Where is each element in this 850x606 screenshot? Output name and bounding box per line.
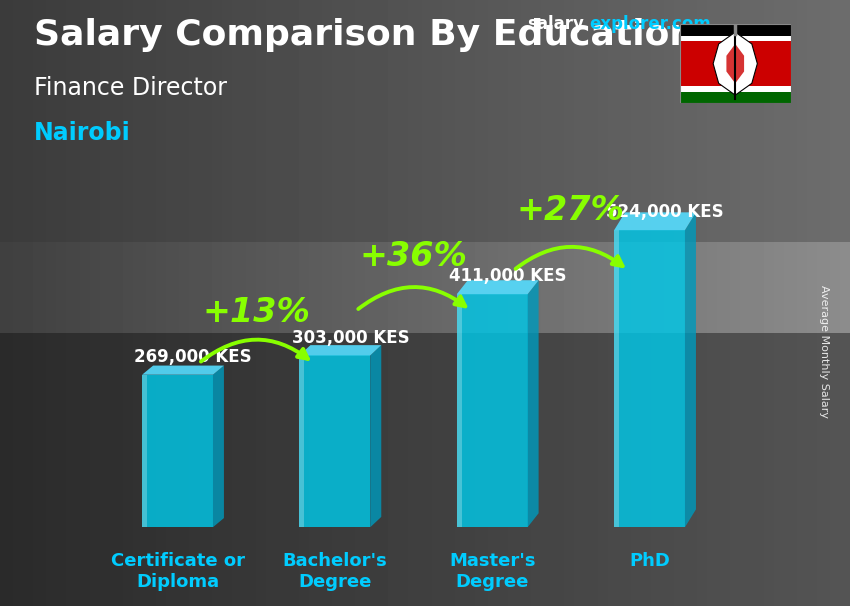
Text: +27%: +27% (517, 195, 625, 227)
Polygon shape (713, 32, 757, 95)
Text: salary: salary (527, 15, 584, 33)
Bar (680, 92, 790, 103)
Text: 524,000 KES: 524,000 KES (606, 204, 724, 221)
Bar (614, 230, 685, 527)
Bar (614, 230, 619, 527)
Bar (142, 375, 147, 527)
Text: 269,000 KES: 269,000 KES (134, 348, 252, 366)
Bar (299, 356, 371, 527)
Text: 411,000 KES: 411,000 KES (449, 267, 566, 285)
Bar (456, 295, 462, 527)
Bar (456, 295, 528, 527)
Text: +36%: +36% (360, 240, 468, 273)
Polygon shape (685, 212, 696, 527)
Polygon shape (371, 345, 382, 527)
Polygon shape (299, 345, 382, 356)
Text: Finance Director: Finance Director (34, 76, 227, 100)
Polygon shape (727, 44, 744, 84)
Text: Average Monthly Salary: Average Monthly Salary (819, 285, 829, 418)
Polygon shape (528, 280, 539, 527)
Bar (680, 24, 790, 36)
Text: Master's
Degree: Master's Degree (449, 552, 536, 591)
Polygon shape (212, 365, 224, 527)
Bar (680, 41, 790, 86)
Text: Nairobi: Nairobi (34, 121, 131, 145)
Bar (680, 36, 790, 41)
Text: +13%: +13% (202, 296, 310, 329)
Bar (0, 0, 850, 242)
Text: Certificate or
Diploma: Certificate or Diploma (110, 552, 245, 591)
Bar (0, 333, 850, 606)
Bar (142, 375, 212, 527)
Polygon shape (142, 365, 224, 375)
Text: PhD: PhD (629, 552, 670, 570)
Polygon shape (456, 280, 539, 295)
Text: explorer.com: explorer.com (589, 15, 711, 33)
Bar (299, 356, 304, 527)
Bar (680, 86, 790, 92)
Text: 303,000 KES: 303,000 KES (292, 328, 409, 347)
Text: Salary Comparison By Education: Salary Comparison By Education (34, 18, 695, 52)
Text: Bachelor's
Degree: Bachelor's Degree (282, 552, 388, 591)
Polygon shape (614, 212, 696, 230)
